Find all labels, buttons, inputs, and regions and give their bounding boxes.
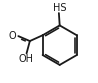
Text: OH: OH xyxy=(18,54,33,64)
Text: O: O xyxy=(9,31,16,41)
Text: HS: HS xyxy=(53,3,67,13)
